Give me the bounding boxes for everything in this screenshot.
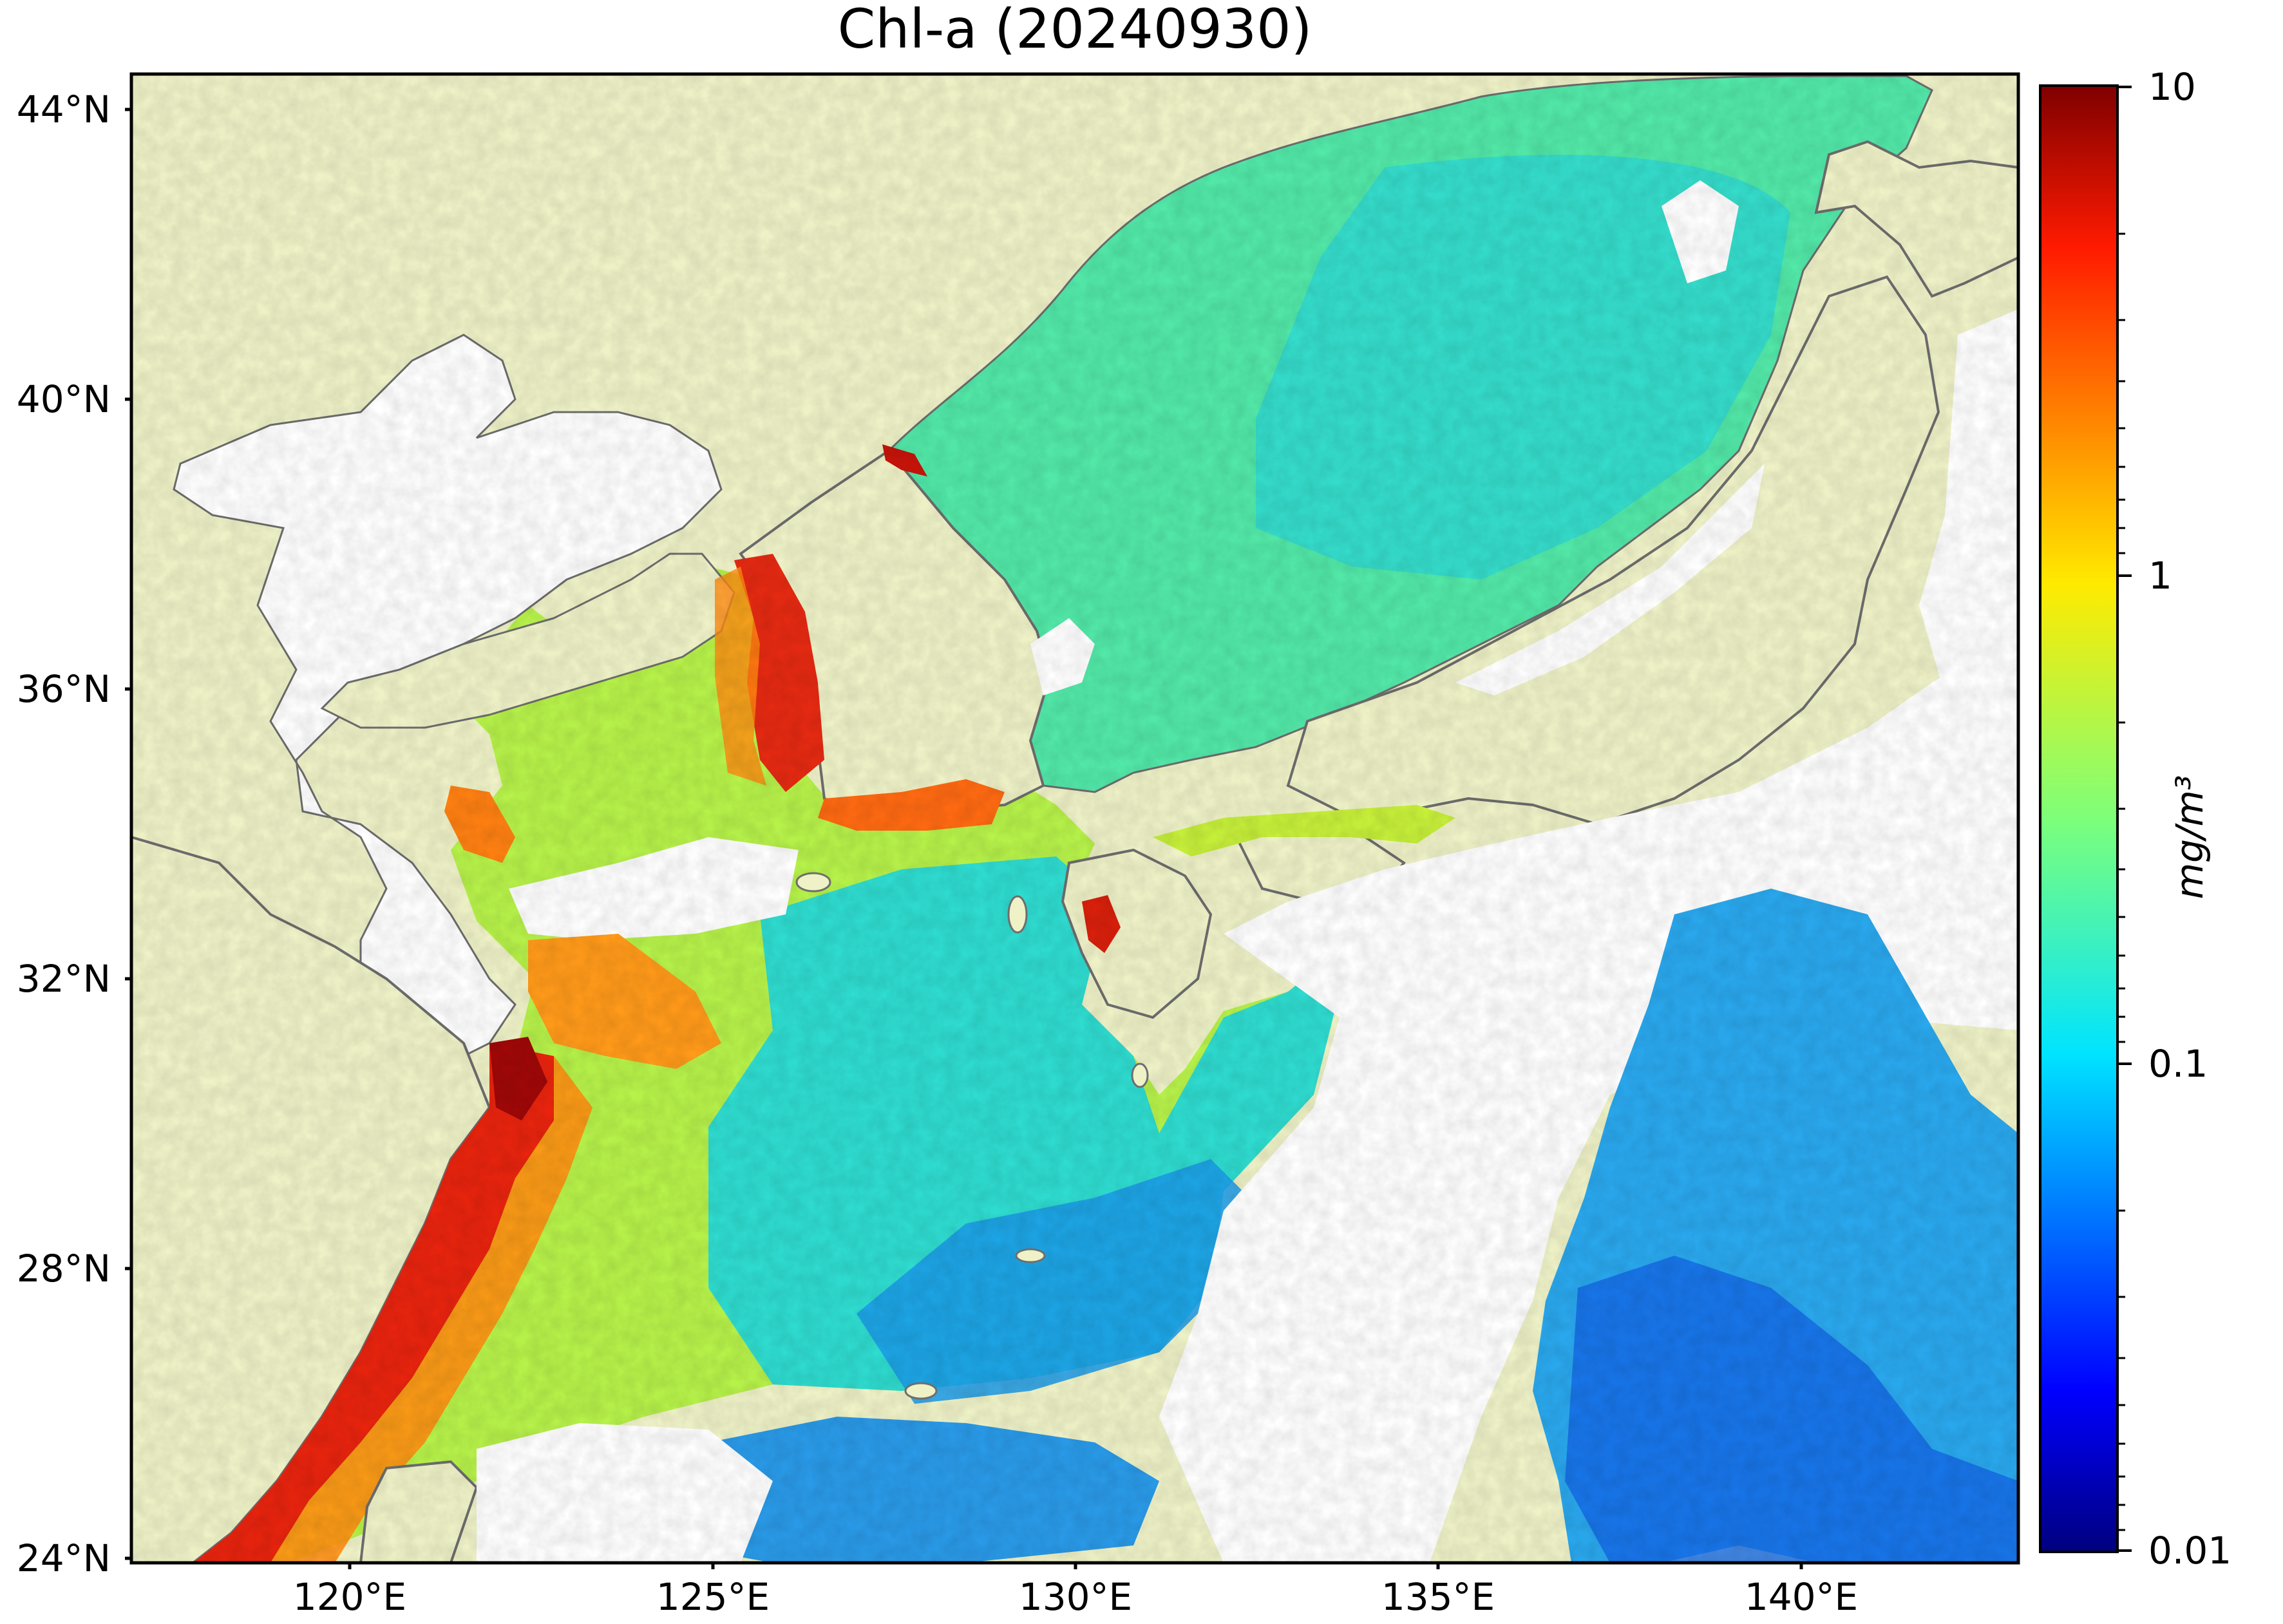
colorbar-unit-label: mg/m³ bbox=[2168, 775, 2212, 900]
map-title: Chl-a (20240930) bbox=[837, 0, 1312, 61]
lat-label-32n: 32°N bbox=[16, 957, 111, 1001]
lon-label-135e: 135°E bbox=[1381, 1575, 1495, 1619]
lon-label-130e: 130°E bbox=[1018, 1575, 1133, 1619]
lat-label-44n: 44°N bbox=[16, 88, 111, 131]
colorbar-tick-1: 1 bbox=[2148, 554, 2172, 598]
lon-label-125e: 125°E bbox=[656, 1575, 770, 1619]
lat-label-36n: 36°N bbox=[16, 667, 111, 711]
colorbar bbox=[2039, 84, 2119, 1553]
lat-label-28n: 28°N bbox=[16, 1247, 111, 1290]
colorbar-tick-10: 10 bbox=[2148, 65, 2196, 109]
colorbar-tick-0-1: 0.1 bbox=[2148, 1042, 2208, 1086]
lat-label-40n: 40°N bbox=[16, 377, 111, 421]
colorbar-tick-0-01: 0.01 bbox=[2148, 1529, 2232, 1572]
lon-label-120e: 120°E bbox=[292, 1575, 407, 1619]
lon-label-140e: 140°E bbox=[1744, 1575, 1859, 1619]
lat-label-24n: 24°N bbox=[16, 1536, 111, 1580]
